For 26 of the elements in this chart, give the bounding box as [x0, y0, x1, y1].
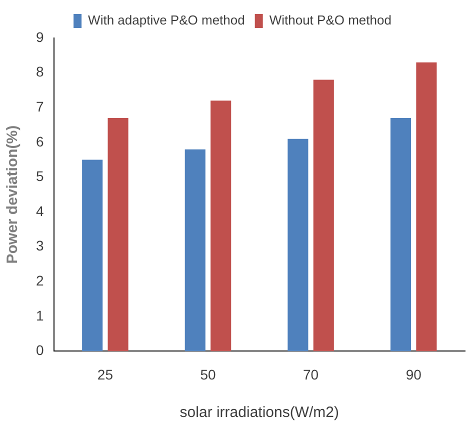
bar: [210, 100, 232, 352]
x-tick-label: 90: [406, 366, 422, 382]
y-tick-label: 5: [36, 168, 44, 184]
bar: [184, 149, 206, 352]
y-tick-label: 9: [36, 28, 44, 45]
legend-label: Without P&O method: [269, 12, 392, 28]
x-axis-title: solar irradiations(W/m2): [180, 404, 339, 422]
y-tick-label: 1: [36, 307, 44, 324]
y-axis-title: Power deviation(%): [4, 125, 22, 264]
y-tick-label: 2: [36, 272, 44, 288]
y-tick-label: 8: [36, 64, 44, 80]
x-tick-label: 70: [303, 366, 319, 382]
y-tick-label: 3: [36, 238, 44, 254]
x-tick-label: 50: [200, 366, 216, 382]
bar: [82, 160, 103, 352]
bar: [390, 118, 412, 352]
bar: [108, 118, 128, 352]
legend-label: With adaptive P&O method: [88, 12, 245, 28]
bar: [313, 80, 334, 352]
y-tick-label: 0: [36, 342, 44, 358]
y-tick-label: 7: [36, 98, 44, 114]
y-tick-label: 4: [36, 202, 44, 219]
y-tick-label: 6: [36, 133, 44, 150]
x-tick-label: 25: [97, 366, 114, 382]
bar: [416, 62, 437, 352]
bar: [288, 138, 308, 352]
